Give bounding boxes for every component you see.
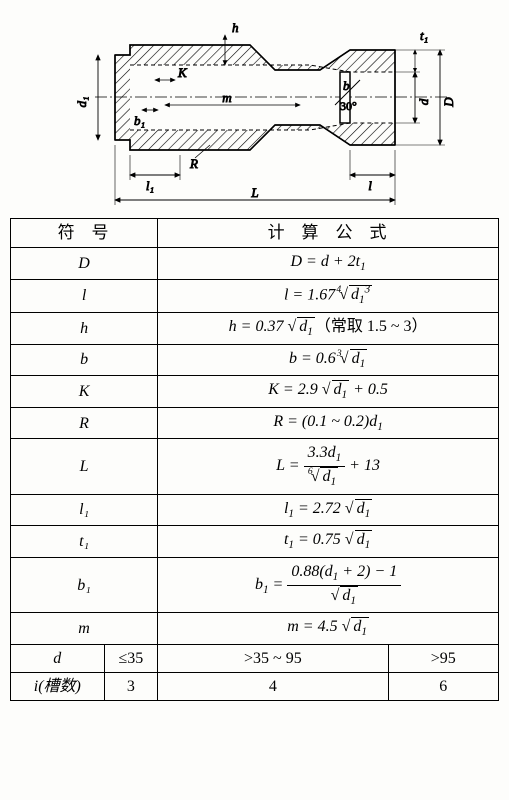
formula-cell: m = 4.5 √d1	[158, 613, 499, 645]
formula-cell: b1 = 0.88(d1 + 2) − 1√d1	[158, 557, 499, 612]
footer-i-c3: 6	[388, 673, 498, 701]
engineering-diagram: d₁ h K b₁ m R l₁ L l 30° b d	[10, 10, 499, 210]
footer-d-label: d	[11, 644, 105, 672]
footer-i-c2: 4	[158, 673, 388, 701]
formula-row: LL = 3.3d16√d1 + 13	[11, 439, 499, 494]
svg-text:d₁: d₁	[74, 96, 89, 107]
svg-text:h: h	[232, 20, 239, 35]
formula-cell: R = (0.1 ~ 0.2)d1	[158, 407, 499, 439]
symbol-cell: b	[11, 344, 158, 376]
svg-text:K: K	[177, 65, 188, 80]
symbol-cell: l	[11, 280, 158, 313]
formula-row: b₁b1 = 0.88(d1 + 2) − 1√d1	[11, 557, 499, 612]
formula-row: KK = 2.9 √d1 + 0.5	[11, 376, 499, 408]
svg-text:L: L	[250, 185, 258, 200]
formula-row: ll = 1.67 4√d13	[11, 280, 499, 313]
svg-text:b: b	[343, 78, 350, 93]
formula-cell: l = 1.67 4√d13	[158, 280, 499, 313]
formula-row: RR = (0.1 ~ 0.2)d1	[11, 407, 499, 439]
symbol-cell: h	[11, 312, 158, 344]
symbol-cell: D	[11, 248, 158, 280]
footer-d-c1: ≤35	[104, 644, 158, 672]
formula-cell: l1 = 2.72 √d1	[158, 494, 499, 526]
footer-i-label: i(槽数)	[11, 673, 105, 701]
formula-cell: D = d + 2t1	[158, 248, 499, 280]
svg-text:b₁: b₁	[134, 113, 145, 128]
svg-text:m: m	[222, 90, 231, 105]
footer-d-c2: >35 ~ 95	[158, 644, 388, 672]
symbol-cell: m	[11, 613, 158, 645]
header-formula: 计算公式	[158, 219, 499, 248]
svg-text:t₁: t₁	[420, 28, 428, 43]
svg-text:R: R	[189, 156, 198, 171]
formula-row: DD = d + 2t1	[11, 248, 499, 280]
symbol-cell: K	[11, 376, 158, 408]
svg-text:l: l	[368, 178, 372, 193]
formula-cell: h = 0.37 √d1（常取 1.5 ~ 3）	[158, 312, 499, 344]
symbol-cell: l₁	[11, 494, 158, 526]
symbol-cell: R	[11, 407, 158, 439]
svg-text:d: d	[416, 98, 431, 105]
footer-row-i: i(槽数) 3 4 6	[11, 673, 499, 701]
formula-cell: L = 3.3d16√d1 + 13	[158, 439, 499, 494]
symbol-cell: b₁	[11, 557, 158, 612]
formula-cell: K = 2.9 √d1 + 0.5	[158, 376, 499, 408]
header-row: 符号 计算公式	[11, 219, 499, 248]
formula-row: l₁l1 = 2.72 √d1	[11, 494, 499, 526]
svg-text:l₁: l₁	[145, 178, 153, 193]
svg-text:D: D	[441, 97, 456, 108]
formula-row: hh = 0.37 √d1（常取 1.5 ~ 3）	[11, 312, 499, 344]
svg-text:30°: 30°	[340, 99, 357, 113]
formula-cell: t1 = 0.75 √d1	[158, 526, 499, 558]
footer-i-c1: 3	[104, 673, 158, 701]
formula-row: bb = 0.6 3√d1	[11, 344, 499, 376]
formula-table: 符号 计算公式 DD = d + 2t1ll = 1.67 4√d13hh = …	[10, 218, 499, 701]
footer-row-d: d ≤35 >35 ~ 95 >95	[11, 644, 499, 672]
formula-cell: b = 0.6 3√d1	[158, 344, 499, 376]
footer-d-c3: >95	[388, 644, 498, 672]
symbol-cell: L	[11, 439, 158, 494]
formula-row: mm = 4.5 √d1	[11, 613, 499, 645]
symbol-cell: t₁	[11, 526, 158, 558]
header-symbol: 符号	[11, 219, 158, 248]
formula-row: t₁t1 = 0.75 √d1	[11, 526, 499, 558]
